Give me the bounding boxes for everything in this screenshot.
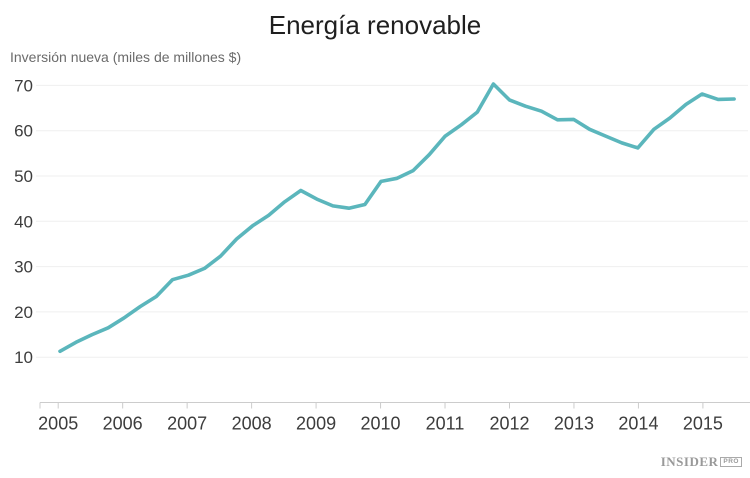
y-axis-label: 20 <box>14 303 33 322</box>
y-axis-label: 50 <box>14 167 33 186</box>
chart-title: Energía renovable <box>268 10 482 40</box>
brand-badge: PRO <box>720 457 742 467</box>
x-axis-label: 2010 <box>361 414 401 434</box>
x-axis-label: 2012 <box>489 414 529 434</box>
brand-name: INSIDER <box>660 454 719 469</box>
x-axis-label: 2005 <box>38 414 78 434</box>
y-axis-label: 10 <box>14 348 33 367</box>
y-axis-label: 40 <box>14 212 33 231</box>
x-axis-label: 2014 <box>618 414 658 434</box>
chart-subtitle: Inversión nueva (miles de millones $) <box>10 49 242 65</box>
x-axis-label: 2008 <box>232 414 272 434</box>
x-axis-label: 2011 <box>426 414 465 434</box>
y-axis-label: 30 <box>14 258 33 277</box>
brand-logo: INSIDER PRO <box>661 454 742 470</box>
y-axis-label: 60 <box>14 122 33 141</box>
y-axis-label: 70 <box>14 76 33 95</box>
x-axis-label: 2009 <box>296 414 336 434</box>
x-axis-label: 2013 <box>554 414 594 434</box>
x-axis-label: 2007 <box>167 414 207 434</box>
investment-line-series <box>58 82 736 354</box>
x-axis-label: 2006 <box>103 414 143 434</box>
x-axis-label: 2015 <box>683 414 723 434</box>
